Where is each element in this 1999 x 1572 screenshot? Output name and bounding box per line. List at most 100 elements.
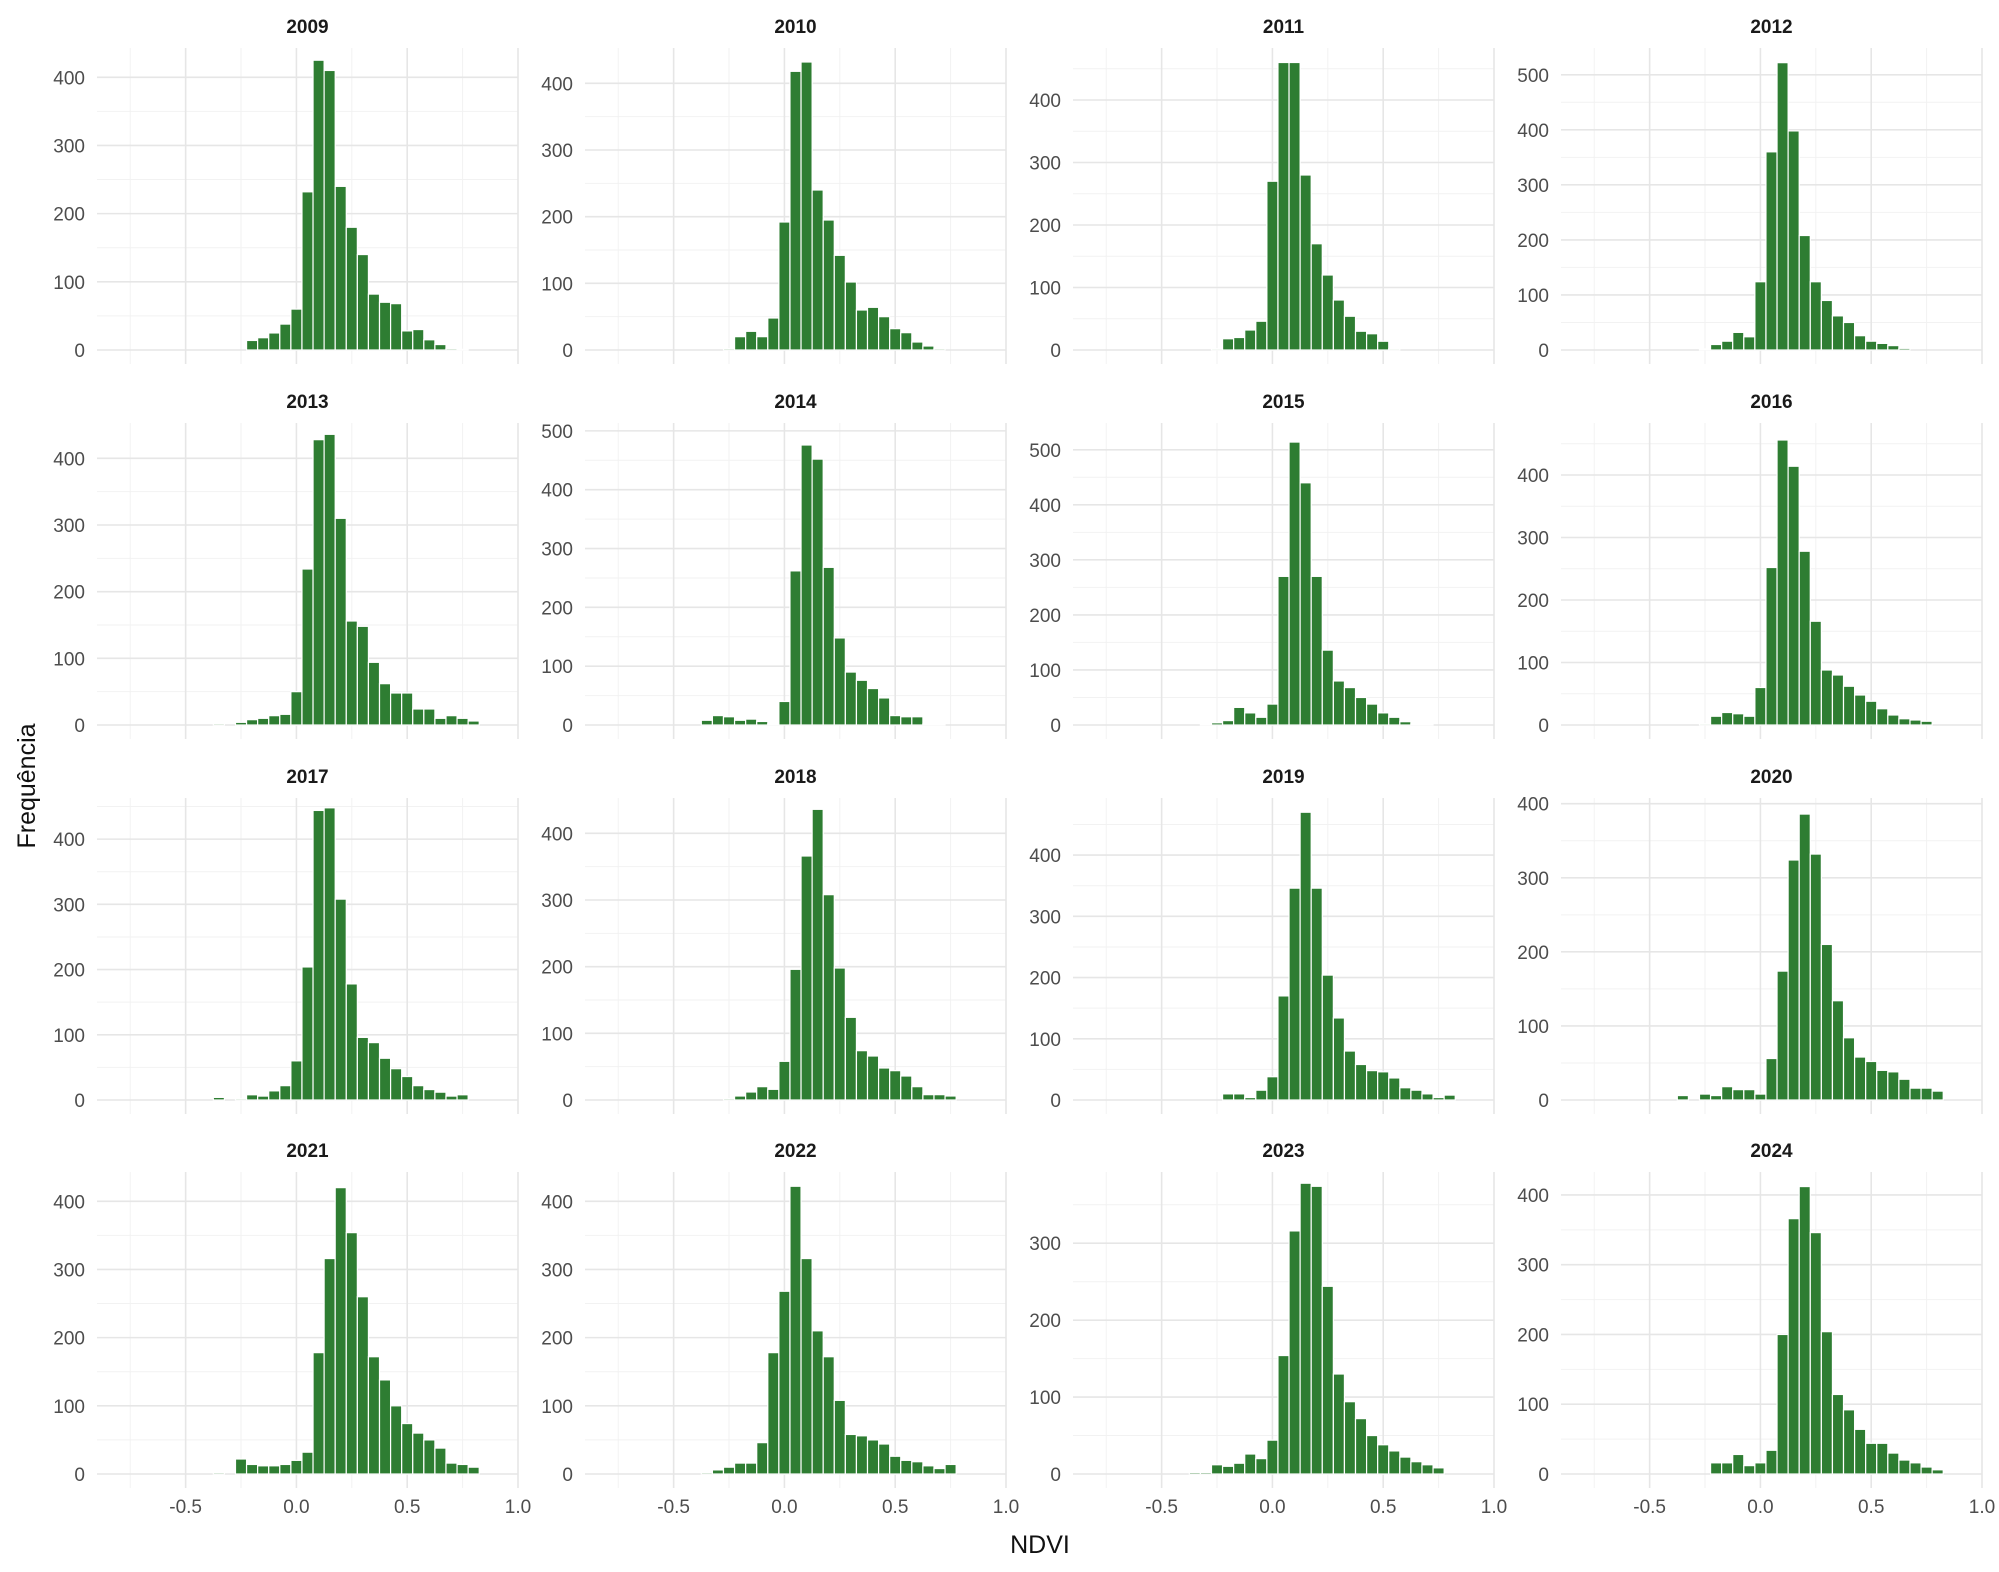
histogram-bar — [822, 894, 835, 1101]
histogram-bar — [334, 185, 347, 351]
histogram-bar — [833, 254, 846, 351]
facet-panel-2011: 0 100 200 300 400 2011 — [1029, 17, 1495, 364]
histogram-bar — [1754, 1093, 1767, 1101]
y-tick-label: 100 — [1517, 1017, 1549, 1038]
histogram-bar — [811, 1330, 824, 1475]
panel-title: 2016 — [1750, 392, 1792, 413]
histogram-bar — [789, 70, 802, 351]
facet-panel-2015: 0 100 200 300 400 500 2015 — [1029, 392, 1495, 739]
histogram-bar — [1842, 1409, 1856, 1475]
histogram-bar — [855, 1435, 869, 1475]
histogram-bar — [844, 671, 858, 726]
y-tick-label: 200 — [1517, 943, 1549, 964]
y-tick-label: 100 — [1517, 1395, 1549, 1416]
histogram-bar — [434, 343, 447, 351]
facet-panel-2021: 0 100 200 300 400 2021 — [53, 1141, 519, 1488]
histogram-bar — [1765, 566, 1778, 726]
histogram-bar — [423, 708, 436, 726]
histogram-bar — [1820, 299, 1834, 351]
histogram-bar — [1255, 1458, 1268, 1475]
y-tick-label: 200 — [53, 961, 85, 982]
x-tick-label: 0.5 — [882, 1497, 908, 1518]
y-tick-label: 400 — [53, 449, 85, 470]
panel-title: 2022 — [774, 1141, 816, 1162]
histogram-bar — [445, 348, 458, 351]
histogram-bar — [1188, 1471, 1202, 1475]
histogram-bar — [1365, 333, 1379, 351]
histogram-bar — [234, 721, 248, 726]
histogram-bar — [1277, 575, 1290, 726]
histogram-bar — [1277, 995, 1290, 1101]
histogram-bar — [290, 691, 303, 726]
y-tick-label: 400 — [1517, 795, 1549, 816]
histogram-bar — [1399, 721, 1412, 726]
x-tick-label: 0.5 — [1858, 1497, 1884, 1518]
facet-panel-2009: 0 100 200 300 400 2009 — [53, 17, 519, 364]
histogram-bar — [1354, 330, 1368, 351]
x-tick-label: 0.0 — [1747, 1497, 1773, 1518]
histogram-bar — [1853, 335, 1867, 351]
y-tick-label: 200 — [53, 205, 85, 226]
histogram-bar — [1244, 1096, 1257, 1101]
histogram-bar — [1754, 1462, 1767, 1475]
histogram-bar — [789, 1185, 802, 1475]
y-tick-label: 100 — [53, 273, 85, 294]
x-tick-label: 1.0 — [505, 1497, 531, 1518]
histogram-bar — [212, 1472, 226, 1475]
histogram-bar — [290, 308, 303, 351]
histogram-bar — [401, 692, 414, 726]
histogram-bar — [1743, 1089, 1756, 1101]
y-tick-label: 300 — [1029, 154, 1061, 175]
y-tick-label: 100 — [1517, 286, 1549, 307]
histogram-bar — [1343, 686, 1357, 726]
histogram-bar — [1210, 1464, 1224, 1475]
y-tick-label: 0 — [1538, 716, 1549, 737]
histogram-bar — [1732, 1453, 1745, 1475]
histogram-bar — [1388, 1077, 1401, 1101]
y-tick-label: 300 — [53, 895, 85, 916]
histogram-bar — [1853, 1056, 1867, 1101]
histogram-bar — [1388, 1450, 1401, 1475]
histogram-bar — [1776, 62, 1789, 351]
histogram-bar — [389, 1405, 403, 1475]
histogram-bar — [933, 1094, 946, 1101]
histogram-bar — [1909, 1087, 1922, 1101]
y-tick-label: 300 — [53, 136, 85, 157]
histogram-bar — [401, 330, 414, 351]
histogram-bar — [933, 723, 946, 726]
histogram-bar — [778, 1060, 791, 1101]
y-tick-label: 300 — [1517, 1256, 1549, 1277]
histogram-bar — [334, 1187, 347, 1475]
histogram-bar — [1210, 722, 1224, 726]
histogram-bar — [855, 679, 869, 726]
y-tick-label: 100 — [1029, 1388, 1061, 1409]
histogram-bar — [778, 1290, 791, 1475]
histogram-bar — [1354, 1063, 1368, 1101]
histogram-bar — [312, 59, 325, 351]
histogram-bar — [1365, 1070, 1379, 1101]
histogram-bar — [334, 517, 347, 726]
histogram-bar — [1732, 331, 1745, 351]
y-tick-label: 0 — [74, 716, 85, 737]
histogram-bar — [745, 1462, 758, 1475]
y-tick-label: 0 — [562, 1091, 573, 1112]
histogram-bar — [1798, 550, 1811, 726]
histogram-bar — [1709, 1462, 1723, 1475]
histogram-bar — [1920, 1087, 1933, 1101]
histogram-bar — [889, 714, 902, 726]
histogram-bar — [1321, 649, 1334, 726]
y-tick-label: 400 — [53, 1192, 85, 1213]
panel-title: 2015 — [1262, 392, 1305, 413]
histogram-bar — [1831, 1393, 1845, 1475]
histogram-bar — [789, 968, 802, 1101]
histogram-bar — [1266, 180, 1279, 351]
histogram-bar — [1233, 336, 1246, 351]
histogram-bar — [1421, 1093, 1434, 1101]
y-tick-label: 300 — [53, 1260, 85, 1281]
histogram-bar — [212, 1096, 226, 1101]
histogram-bar — [1831, 315, 1845, 351]
histogram-bar — [1898, 1078, 1911, 1101]
y-tick-label: 200 — [1517, 1325, 1549, 1346]
facet-panel-2023: 0 100 200 300 2023 — [1029, 1141, 1495, 1488]
